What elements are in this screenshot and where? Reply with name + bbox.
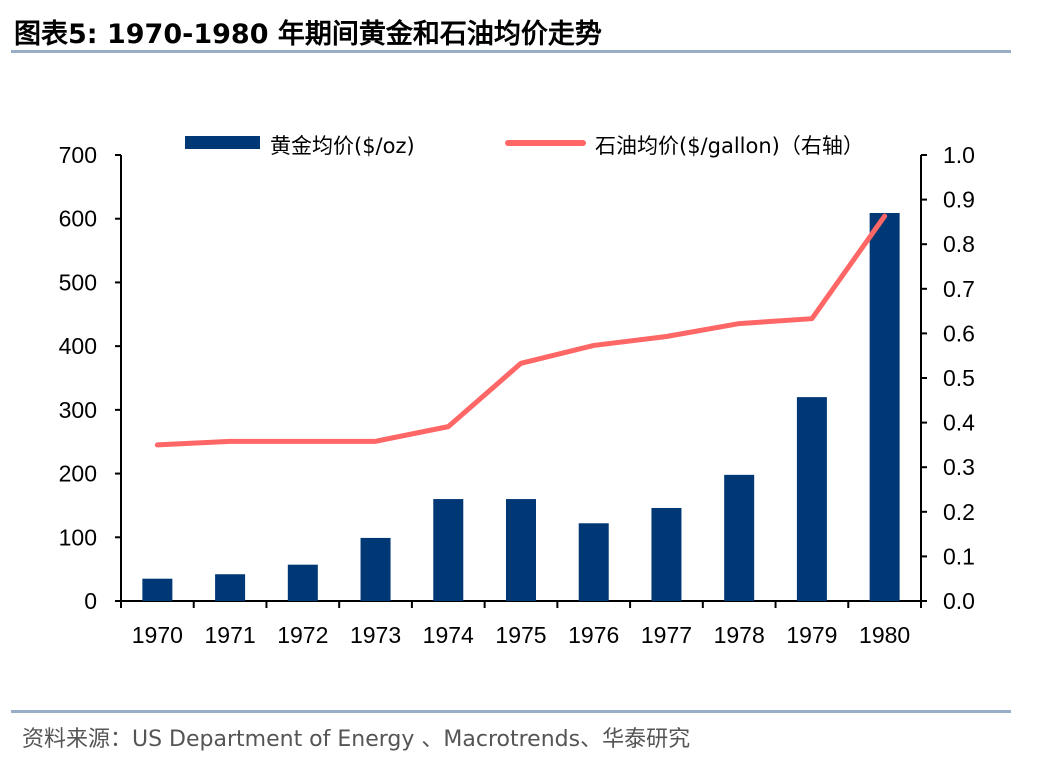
x-tick-label: 1974 xyxy=(423,622,474,648)
bar-1978 xyxy=(724,474,755,601)
bar-1979 xyxy=(796,397,827,601)
source-divider xyxy=(11,710,1011,713)
x-tick-label: 1975 xyxy=(495,622,546,648)
legend-swatch-gold xyxy=(185,136,260,149)
left-tick-label: 100 xyxy=(59,524,97,550)
right-tick-label: 0.4 xyxy=(943,410,975,436)
legend-label-oil: 石油均价($/gallon)（右轴） xyxy=(595,134,864,158)
left-tick-label: 500 xyxy=(59,269,97,295)
oil-price-line xyxy=(154,213,888,448)
left-tick-label: 400 xyxy=(59,333,97,359)
left-tick-label: 600 xyxy=(59,206,97,232)
x-tick-label: 1972 xyxy=(277,622,328,648)
bar-1975 xyxy=(506,499,536,601)
bar-1972 xyxy=(287,564,318,601)
bar-1971 xyxy=(215,574,246,601)
left-tick-label: 0 xyxy=(84,588,97,614)
bar-1970 xyxy=(142,578,173,601)
legend-label-gold: 黄金均价($/oz) xyxy=(270,134,415,158)
source-note: 资料来源：US Department of Energy 、Macrotrend… xyxy=(22,727,691,752)
left-tick-label: 300 xyxy=(59,397,97,423)
left-tick-label: 700 xyxy=(59,142,97,168)
right-tick-label: 0.3 xyxy=(943,454,975,480)
right-tick-label: 0.6 xyxy=(943,320,975,346)
right-tick-label: 0.0 xyxy=(943,588,975,614)
right-tick-label: 0.7 xyxy=(943,276,975,302)
chart-title: 图表5: 1970-1980 年期间黄金和石油均价走势 xyxy=(14,19,602,50)
x-tick-label: 1973 xyxy=(350,622,401,648)
right-tick-label: 0.2 xyxy=(943,499,975,525)
bar-1977 xyxy=(651,507,682,601)
x-tick-label: 1978 xyxy=(714,622,765,648)
bar-1974 xyxy=(433,499,464,601)
bar-1980 xyxy=(869,212,900,602)
right-tick-label: 0.5 xyxy=(943,365,975,391)
right-tick-label: 0.8 xyxy=(943,231,975,257)
right-tick-label: 0.1 xyxy=(943,543,975,569)
x-tick-label: 1976 xyxy=(568,622,619,648)
x-tick-label: 1970 xyxy=(132,622,183,648)
right-tick-label: 0.9 xyxy=(943,187,975,213)
bar-1973 xyxy=(360,537,391,601)
right-tick-label: 1.0 xyxy=(943,142,975,168)
title-divider xyxy=(11,50,1011,53)
x-tick-label: 1979 xyxy=(786,622,837,648)
x-tick-label: 1977 xyxy=(641,622,692,648)
x-tick-label: 1971 xyxy=(205,622,256,648)
x-tick-label: 1980 xyxy=(859,622,910,648)
left-tick-label: 200 xyxy=(59,461,97,487)
bar-1976 xyxy=(578,523,609,601)
